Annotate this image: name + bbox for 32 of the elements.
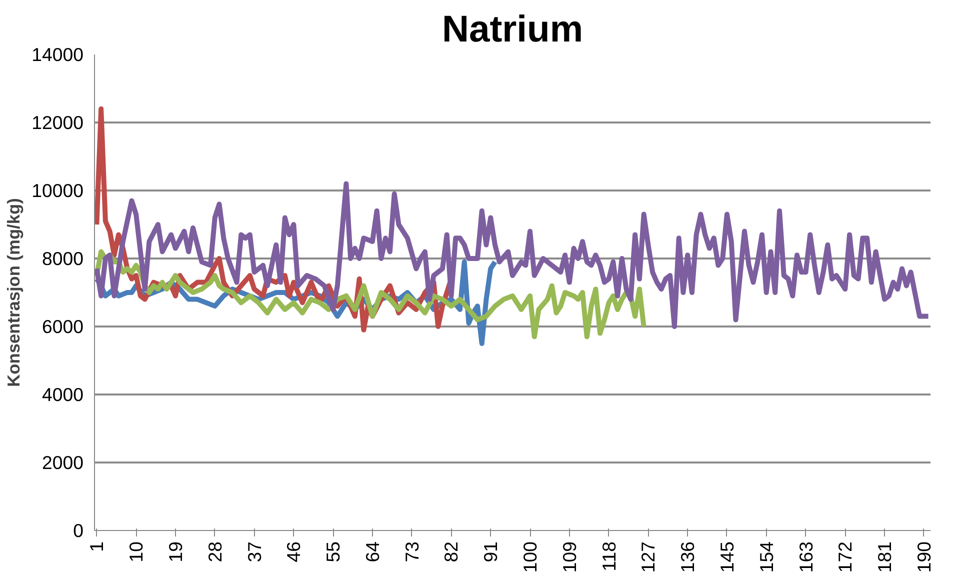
x-tick-label: 190 (913, 541, 934, 573)
x-tick-label: 181 (874, 541, 896, 573)
y-tick-label: 12000 (32, 112, 84, 133)
y-axis-title: Konsentrasjon (mg/kg) (4, 198, 24, 387)
x-tick-label: 10 (126, 541, 147, 562)
x-tick-label: 91 (480, 541, 502, 562)
x-tick-label: 163 (795, 541, 816, 573)
y-tick-label: 0 (73, 520, 84, 541)
y-tick-label: 14000 (32, 44, 84, 65)
y-tick-label: 8000 (42, 248, 84, 269)
y-tick-label: 2000 (42, 452, 84, 473)
x-tick-label: 145 (716, 541, 738, 573)
x-tick-label: 1 (86, 541, 108, 552)
x-tick-label: 19 (164, 541, 186, 562)
x-tick-label: 55 (322, 541, 344, 562)
x-tick-label: 136 (677, 541, 698, 573)
x-tick-label: 100 (520, 541, 541, 573)
x-tick-label: 109 (558, 541, 580, 573)
x-tick-label: 82 (440, 541, 462, 562)
x-tick-label: 64 (362, 541, 383, 562)
x-tick-label: 28 (204, 541, 226, 562)
x-tick-label: 172 (834, 541, 856, 573)
chart-title: Natrium (442, 8, 584, 50)
x-tick-label: 46 (283, 541, 304, 562)
x-tick-label: 73 (401, 541, 422, 562)
y-tick-label: 10000 (32, 180, 84, 201)
y-tick-label: 4000 (42, 384, 84, 405)
x-tick-label: 127 (638, 541, 659, 573)
x-tick-label: 37 (244, 541, 265, 562)
x-tick-label: 118 (598, 541, 620, 572)
x-tick-label: 154 (756, 541, 777, 573)
y-tick-label: 6000 (42, 316, 84, 337)
